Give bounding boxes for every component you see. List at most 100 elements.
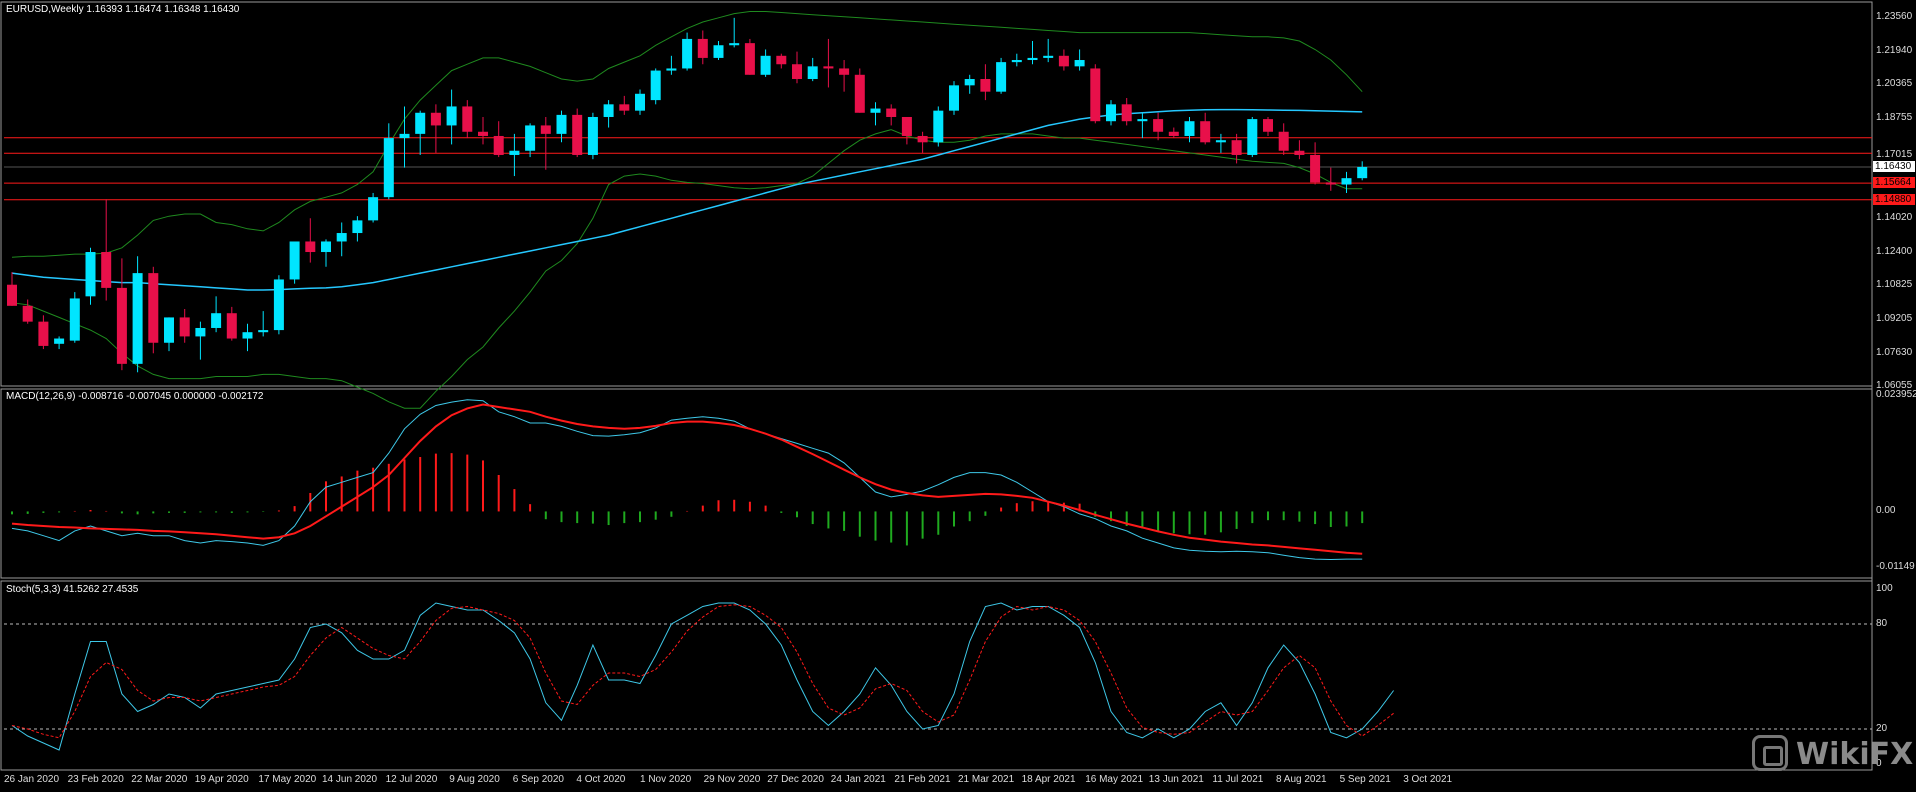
bullish-candle xyxy=(289,241,300,280)
price-axis-tick: 1.23560 xyxy=(1876,10,1913,22)
price-axis-tick: 1.09205 xyxy=(1876,313,1913,325)
bearish-candle xyxy=(1294,150,1305,155)
time-axis-tick: 17 May 2020 xyxy=(258,774,317,785)
bullish-candle xyxy=(242,332,253,339)
price-pane-title: EURUSD,Weekly 1.16393 1.16474 1.16348 1.… xyxy=(6,4,240,15)
bearish-candle xyxy=(1231,140,1242,155)
price-axis-tick: 1.18755 xyxy=(1876,111,1913,123)
bullish-candle xyxy=(1074,60,1085,67)
stochastic-pane xyxy=(4,602,1872,751)
time-axis-tick: 24 Jan 2021 xyxy=(830,774,886,785)
bullish-candle xyxy=(729,43,740,46)
bearish-candle xyxy=(1310,154,1321,183)
time-axis-tick: 18 Apr 2021 xyxy=(1021,774,1076,785)
time-axis-tick: 9 Aug 2020 xyxy=(449,774,500,785)
time-axis-tick: 27 Dec 2020 xyxy=(767,774,824,785)
macd-pane xyxy=(11,399,1364,561)
price-axis-tick: 1.21940 xyxy=(1876,44,1913,56)
bearish-candle xyxy=(1058,55,1069,67)
bearish-candle xyxy=(38,321,49,346)
bearish-candle xyxy=(1278,131,1289,151)
bullish-candle xyxy=(446,106,457,126)
time-axis-tick: 5 Sep 2021 xyxy=(1339,774,1391,785)
bullish-candle xyxy=(635,93,645,111)
time-axis-tick: 12 Jul 2020 xyxy=(385,774,438,785)
bullish-candle xyxy=(415,112,426,134)
bullish-candle xyxy=(509,150,520,155)
time-axis-tick: 23 Feb 2020 xyxy=(67,774,124,785)
bearish-candle xyxy=(1168,131,1179,136)
bullish-candle xyxy=(713,45,724,58)
bullish-candle xyxy=(383,138,394,198)
bearish-candle xyxy=(619,104,630,111)
bearish-candle xyxy=(854,74,865,113)
time-axis-tick: 16 May 2021 xyxy=(1085,774,1144,785)
bullish-candle xyxy=(368,197,379,221)
wikifx-watermark: WikiFX xyxy=(1752,733,1913,777)
bullish-candle xyxy=(399,133,410,139)
bullish-candle xyxy=(760,55,771,75)
price-axis-tick: 1.14020 xyxy=(1876,211,1913,223)
time-axis-tick: 4 Oct 2020 xyxy=(576,774,626,785)
price-pane xyxy=(4,11,1872,409)
stoch-axis-tick: 0 xyxy=(1876,758,1882,769)
macd-signal-line xyxy=(11,403,1363,555)
bearish-candle xyxy=(1200,121,1211,143)
bearish-candle xyxy=(886,108,897,117)
bullish-candle xyxy=(1027,57,1038,61)
bearish-candle xyxy=(823,66,834,69)
bullish-candle xyxy=(132,273,143,364)
bearish-candle xyxy=(430,112,441,126)
bullish-candle xyxy=(1011,60,1022,63)
watermark-text: WikiFX xyxy=(1796,737,1914,772)
bearish-candle xyxy=(116,287,127,364)
bearish-candle xyxy=(839,68,850,75)
bearish-candle xyxy=(101,252,112,288)
time-axis-tick: 29 Nov 2020 xyxy=(703,774,761,785)
level-price-tag: 1.15664 xyxy=(1873,177,1915,189)
bullish-candle xyxy=(1106,104,1116,122)
bullish-candle xyxy=(650,70,661,101)
stoch-signal-line xyxy=(11,604,1394,739)
bullish-candle xyxy=(1043,55,1054,58)
bearish-candle xyxy=(540,125,551,134)
macd-pane-title: MACD(12,26,9) -0.008716 -0.007045 0.0000… xyxy=(6,391,264,402)
bearish-candle xyxy=(1153,119,1164,132)
bullish-candle xyxy=(85,252,96,297)
bollinger-upper-band xyxy=(11,11,1363,258)
price-axis-tick: 1.07630 xyxy=(1876,346,1913,358)
macd-axis-tick: -0.01149 xyxy=(1876,561,1915,573)
bearish-candle xyxy=(697,38,708,58)
bullish-candle xyxy=(556,114,567,134)
bearish-candle xyxy=(917,135,928,143)
time-axis-tick: 26 Jan 2020 xyxy=(4,774,60,785)
bullish-candle xyxy=(1184,121,1195,136)
stoch-axis-tick: 100 xyxy=(1876,583,1893,594)
bearish-candle xyxy=(226,313,237,339)
bullish-candle xyxy=(1341,178,1352,185)
bearish-candle xyxy=(980,79,991,92)
bearish-candle xyxy=(493,135,504,155)
bullish-candle xyxy=(195,327,206,337)
bullish-candle xyxy=(258,330,269,333)
bullish-candle xyxy=(933,110,944,143)
price-axis-tick: 1.10825 xyxy=(1876,279,1913,291)
moving-average-line xyxy=(11,108,1363,291)
bearish-candle xyxy=(1121,104,1132,122)
bullish-candle xyxy=(525,125,536,151)
bullish-candle xyxy=(336,233,347,242)
bullish-candle xyxy=(870,108,881,113)
time-axis-tick: 19 Apr 2020 xyxy=(194,774,249,785)
time-axis-tick: 22 Mar 2020 xyxy=(131,774,188,785)
bullish-candle xyxy=(54,338,65,344)
bullish-candle xyxy=(1137,119,1148,122)
bearish-candle xyxy=(1090,68,1101,122)
bullish-candle xyxy=(352,220,363,234)
bullish-candle xyxy=(1215,140,1226,143)
bearish-candle xyxy=(148,273,159,343)
bullish-candle xyxy=(1247,119,1258,155)
time-axis-tick: 8 Aug 2021 xyxy=(1276,774,1327,785)
price-axis-tick: 1.12400 xyxy=(1876,246,1913,258)
bullish-candle xyxy=(321,241,331,253)
